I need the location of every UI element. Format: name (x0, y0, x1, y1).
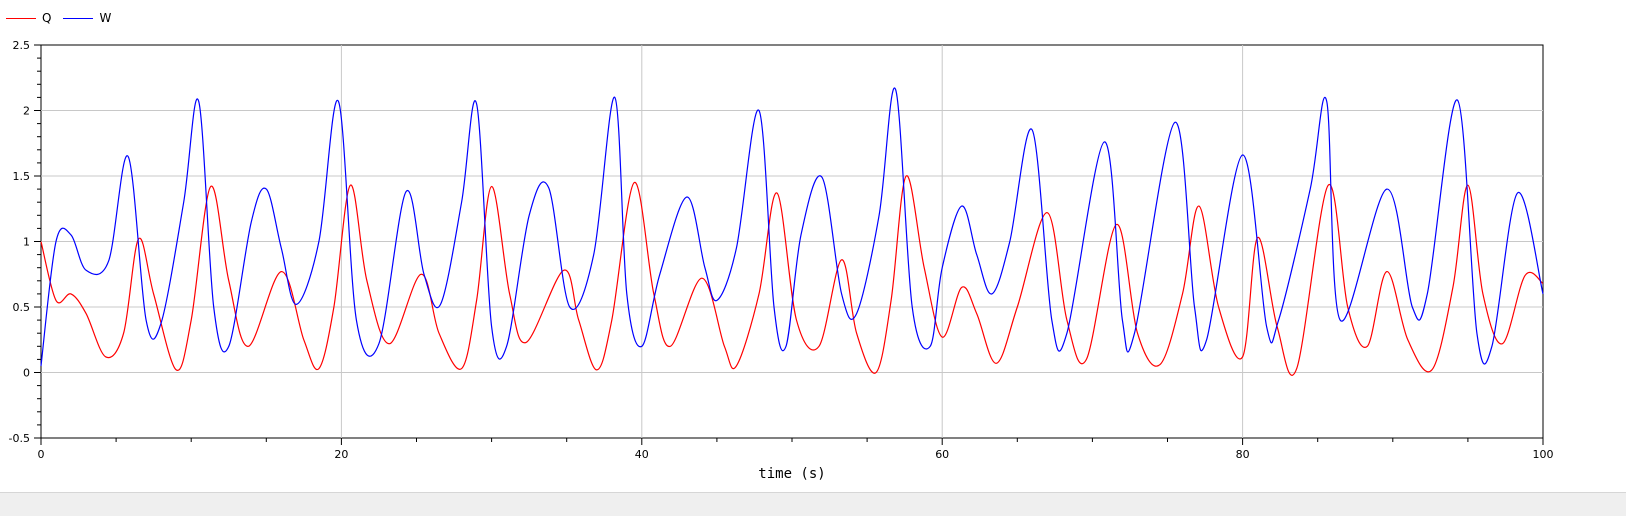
y-tick-label: 2.5 (13, 39, 31, 52)
axes: 0 20 40 60 80 100 -0.5 0 0.5 1 1.5 2 2.5 (9, 39, 1554, 461)
legend-swatch-q (6, 17, 36, 19)
legend-item-w[interactable]: W (63, 11, 111, 25)
legend-label-w: W (99, 11, 112, 25)
y-tick-label: -0.5 (9, 432, 30, 445)
y-tick-label: 0 (23, 367, 30, 380)
x-tick-label: 80 (1236, 448, 1250, 461)
x-tick-label: 100 (1533, 448, 1554, 461)
legend-item-q[interactable]: Q (6, 11, 51, 25)
y-tick-label: 0.5 (13, 301, 31, 314)
x-tick-label: 60 (935, 448, 949, 461)
legend-label-q: Q (42, 11, 52, 25)
series-line-w (40, 87, 1544, 366)
y-tick-label: 2 (23, 105, 30, 118)
x-tick-label: 40 (635, 448, 649, 461)
y-tick-label: 1 (23, 236, 30, 249)
status-strip (0, 492, 1626, 516)
x-axis-title: time (s) (758, 466, 825, 482)
series-line-q (40, 175, 1544, 376)
x-tick-label: 20 (334, 448, 348, 461)
legend: Q W (6, 9, 123, 27)
series-layer (40, 87, 1544, 376)
x-tick-label: 0 (38, 448, 45, 461)
grid (41, 45, 1543, 438)
legend-swatch-w (63, 17, 94, 19)
y-tick-label: 1.5 (13, 170, 31, 183)
